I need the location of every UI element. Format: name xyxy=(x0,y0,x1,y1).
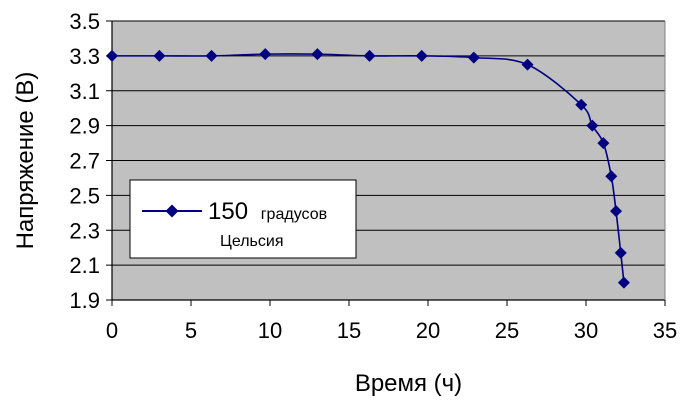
y-tick-label: 3.3 xyxy=(69,44,100,69)
data-point-marker xyxy=(575,98,588,111)
y-tick-label: 3.5 xyxy=(69,9,100,34)
y-tick-label: 2.5 xyxy=(69,183,100,208)
x-tick-label: 35 xyxy=(653,318,677,343)
y-tick-label: 3.1 xyxy=(69,79,100,104)
legend-series-name-main: 150 xyxy=(208,198,248,225)
data-point-marker xyxy=(205,49,218,62)
legend: 150 градусов Цельсия xyxy=(129,179,357,259)
legend-series-name: 150 градусов xyxy=(208,198,327,225)
y-tick-label: 1.9 xyxy=(69,288,100,313)
legend-series-name-sub1: градусов xyxy=(261,206,327,223)
series-layer xyxy=(106,48,630,289)
data-point-marker xyxy=(311,48,324,61)
y-tick-label: 2.3 xyxy=(69,218,100,243)
x-axis-title: Время (ч) xyxy=(355,370,462,397)
legend-box xyxy=(129,179,357,259)
y-axis-title: Напряжение (В) xyxy=(12,72,39,250)
x-tick-label: 25 xyxy=(495,318,519,343)
data-point-marker xyxy=(363,49,376,62)
axes xyxy=(106,20,666,306)
data-point-marker xyxy=(586,119,599,132)
x-tick-labels: 0 5 10 15 20 25 30 35 xyxy=(106,318,677,343)
data-point-marker xyxy=(106,49,118,62)
legend-marker xyxy=(165,204,179,218)
x-tick-label: 15 xyxy=(337,318,361,343)
x-tick-label: 20 xyxy=(416,318,440,343)
data-point-marker xyxy=(597,137,610,150)
data-point-marker xyxy=(467,51,480,64)
data-point-marker xyxy=(415,49,428,62)
x-tick-label: 5 xyxy=(185,318,197,343)
series-line xyxy=(112,53,625,283)
x-tick-label: 0 xyxy=(106,318,118,343)
data-point-marker xyxy=(153,49,166,62)
x-tick-label: 30 xyxy=(574,318,598,343)
data-point-marker xyxy=(614,246,627,259)
y-tick-label: 2.1 xyxy=(69,253,100,278)
y-tick-label: 2.9 xyxy=(69,114,100,139)
data-point-marker xyxy=(605,170,618,183)
data-point-marker xyxy=(610,205,623,218)
data-point-marker xyxy=(521,58,534,71)
y-tick-labels: 3.5 3.3 3.1 2.9 2.7 2.5 2.3 2.1 1.9 xyxy=(69,9,100,313)
data-point-marker xyxy=(617,276,630,289)
legend-series-name-sub2: Цельсия xyxy=(220,233,283,250)
x-tick-label: 10 xyxy=(258,318,282,343)
data-point-marker xyxy=(259,48,272,61)
y-tick-label: 2.7 xyxy=(69,149,100,174)
